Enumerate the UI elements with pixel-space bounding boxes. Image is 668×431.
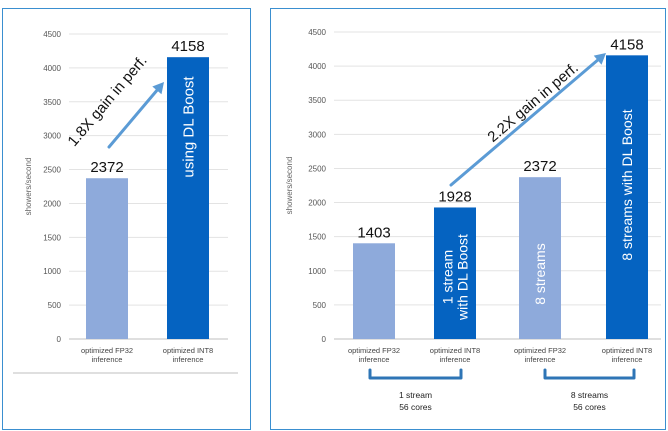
left-bar-chart: 0 500 1000 1500 2000 2500 3000 3500 4000 4500 show… xyxy=(13,30,238,374)
x-tick-label: optimized FP32 xyxy=(81,346,133,355)
bar xyxy=(519,177,561,339)
data-label: 4158 xyxy=(610,36,643,53)
x-tick-label: inference xyxy=(612,355,643,364)
bar-inner-label: 8 streams with DL Boost xyxy=(619,109,635,260)
y-tick-label: 3500 xyxy=(43,98,61,107)
y-axis-label: showers/second xyxy=(24,158,33,216)
y-tick-label: 3500 xyxy=(308,96,326,105)
gain-arrow xyxy=(449,58,600,187)
gain-annotation: 2.2X gain in perf. xyxy=(484,59,581,145)
y-tick-label: 4000 xyxy=(43,64,61,73)
bar xyxy=(434,207,476,339)
y-tick-label: 3000 xyxy=(43,132,61,141)
y-tick-label: 2500 xyxy=(43,166,61,175)
y-tick-label: 2000 xyxy=(308,199,326,208)
group-label: 8 streams xyxy=(571,390,608,400)
y-tick-label: 4000 xyxy=(308,62,326,71)
y-tick-label: 1500 xyxy=(308,233,326,242)
group-label: 56 cores xyxy=(399,402,432,412)
group-bracket xyxy=(368,368,463,380)
x-tick-label: optimized INT8 xyxy=(602,346,652,355)
right-chart-panel: 0 500 1000 1500 2000 2500 3000 3500 4000 4500 show… xyxy=(270,8,666,430)
bar-inner-label: 8 streams xyxy=(532,243,548,304)
data-label: 1403 xyxy=(357,224,390,241)
x-tick-label: optimized FP32 xyxy=(514,346,566,355)
y-tick-label: 1000 xyxy=(43,267,61,276)
right-bar-chart: 0 500 1000 1500 2000 2500 3000 3500 4000 4500 show… xyxy=(285,9,661,412)
y-tick-label: 500 xyxy=(313,301,327,310)
x-tick-label: inference xyxy=(92,355,123,364)
x-tick-label: inference xyxy=(173,355,204,364)
group-bracket xyxy=(543,368,636,380)
bar xyxy=(167,57,209,340)
y-tick-label: 2500 xyxy=(308,164,326,173)
x-tick-label: inference xyxy=(525,355,556,364)
y-tick-label: 4500 xyxy=(43,30,61,39)
group-label: 1 stream xyxy=(399,390,432,400)
bar-inner-label: with DL Boost xyxy=(454,234,470,321)
y-axis-label: showers/second xyxy=(285,157,294,215)
y-tick-label: 0 xyxy=(322,335,327,344)
bar xyxy=(606,55,648,339)
y-tick-label: 1500 xyxy=(43,233,61,242)
gain-arrow-head xyxy=(593,53,606,65)
x-tick-label: optimized INT8 xyxy=(163,346,213,355)
bar-inner-label: 1 stream xyxy=(352,9,406,12)
y-tick-label: 500 xyxy=(48,301,62,310)
left-chart-panel: 0 500 1000 1500 2000 2500 3000 3500 4000 4500 show… xyxy=(2,8,251,430)
bar xyxy=(86,178,128,339)
y-tick-label: 2000 xyxy=(43,199,61,208)
x-tick-label: optimized FP32 xyxy=(348,346,400,355)
y-tick-label: 1000 xyxy=(308,267,326,276)
y-tick-label: 4500 xyxy=(308,28,326,37)
y-tick-label: 0 xyxy=(57,335,62,344)
x-tick-label: inference xyxy=(359,355,390,364)
data-label: 2372 xyxy=(90,159,123,176)
x-tick-label: inference xyxy=(440,355,471,364)
data-label: 2372 xyxy=(523,158,556,175)
bar-inner-label: 1 stream xyxy=(440,250,456,304)
data-label: 1928 xyxy=(438,188,471,205)
y-tick-label: 3000 xyxy=(308,130,326,139)
gain-arrow xyxy=(107,88,159,149)
bar-inner-label: using DL Boost xyxy=(180,76,197,178)
bar xyxy=(353,243,395,339)
x-tick-label: optimized INT8 xyxy=(430,346,480,355)
data-label: 4158 xyxy=(171,38,204,55)
group-label: 56 cores xyxy=(573,402,606,412)
gain-arrow-head xyxy=(152,82,164,95)
